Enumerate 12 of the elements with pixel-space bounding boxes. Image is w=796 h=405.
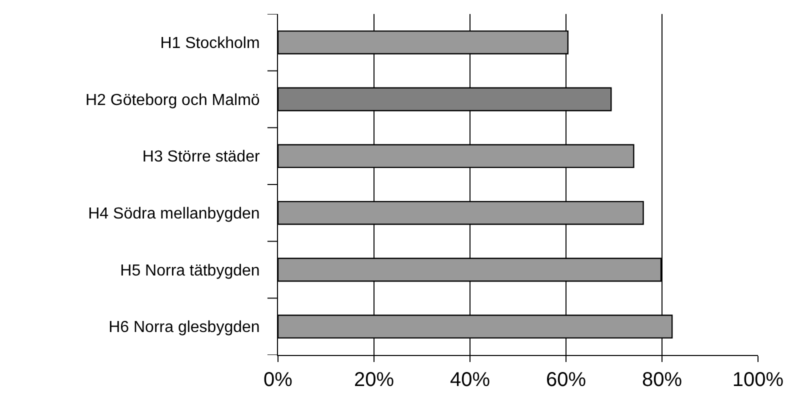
x-tick-label: 40%	[450, 369, 490, 391]
x-tick-label: 60%	[546, 369, 586, 391]
y-tick-label: H4 Södra mellanbygden	[88, 206, 260, 223]
x-tick-label: 100%	[732, 369, 784, 391]
x-tick-label: 20%	[354, 369, 394, 391]
y-tick-label: H5 Norra tätbygden	[120, 262, 260, 280]
x-tick-label: 80%	[642, 369, 682, 391]
x-tick-label: 0%	[264, 369, 293, 391]
y-tick-label: H2 Göteborg och Malmö	[85, 92, 260, 109]
y-tick-label: H1 Stockholm	[160, 35, 260, 52]
y-tick-label: H6 Norra glesbygden	[108, 319, 260, 336]
y-tick-label: H3 Större städer	[142, 148, 260, 166]
